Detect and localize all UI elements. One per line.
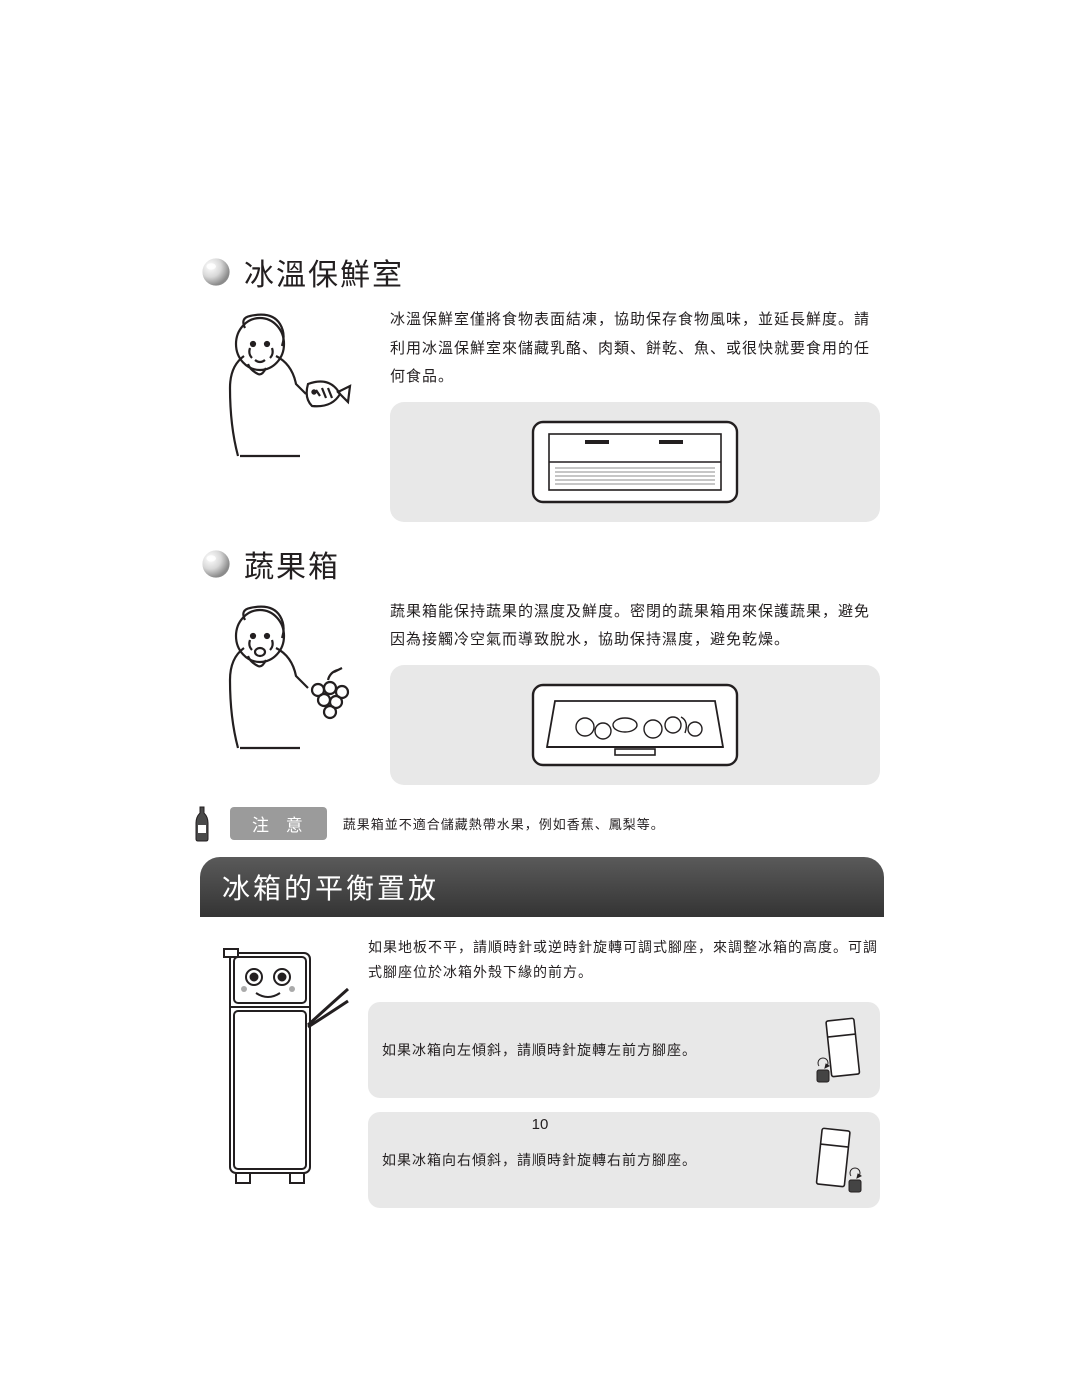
section-crisper: 蔬果箱 <box>200 542 880 785</box>
page-number: 10 <box>0 1116 1080 1133</box>
heading-2: 蔬果箱 <box>200 542 880 586</box>
sphere-bullet-icon <box>200 256 232 288</box>
note-label: 注 意 <box>230 807 327 840</box>
person-fish-illustration <box>200 306 370 476</box>
right-tilt-text: 如果冰箱向右傾斜，請順時針旋轉右前方腳座。 <box>382 1148 811 1173</box>
leveling-section: 如果地板不平，請順時針或逆時針旋轉可調式腳座，來調整冰箱的高度。可調式腳座位於冰… <box>200 935 880 1223</box>
left-tilt-text: 如果冰箱向左傾斜，請順時針旋轉左前方腳座。 <box>382 1038 811 1063</box>
leveling-intro: 如果地板不平，請順時針或逆時針旋轉可調式腳座，來調整冰箱的高度。可調式腳座位於冰… <box>368 935 880 987</box>
bottle-icon <box>190 805 214 843</box>
left-tilt-box: 如果冰箱向左傾斜，請順時針旋轉左前方腳座。 <box>368 1002 880 1098</box>
sphere-bullet-icon <box>200 548 232 580</box>
crisper-diagram <box>390 665 880 785</box>
fridge-right-tilt-icon <box>811 1124 866 1196</box>
heading-1: 冰溫保鮮室 <box>200 250 880 294</box>
caution-note: 注 意 蔬果箱並不適合儲藏熱帶水果，例如香蕉、鳳梨等。 <box>190 805 880 843</box>
note-text: 蔬果箱並不適合儲藏熱帶水果，例如香蕉、鳳梨等。 <box>343 814 665 833</box>
heading-1-text: 冰溫保鮮室 <box>244 250 404 294</box>
fridge-left-tilt-icon <box>811 1014 866 1086</box>
heading-2-text: 蔬果箱 <box>244 542 340 586</box>
section2-body: 蔬果箱能保持蔬果的濕度及鮮度。密閉的蔬果箱用來保護蔬果，避免因為接觸冷空氣而導致… <box>390 598 880 655</box>
fridge-character-illustration <box>200 935 350 1195</box>
leveling-banner: 冰箱的平衡置放 <box>200 857 884 917</box>
person-grapes-illustration <box>200 598 370 768</box>
section1-body: 冰溫保鮮室僅將食物表面結凍，協助保存食物風味，並延長鮮度。請利用冰溫保鮮室來儲藏… <box>390 306 880 392</box>
chill-room-diagram <box>390 402 880 522</box>
section-chill-room: 冰溫保鮮室 <box>200 250 880 522</box>
